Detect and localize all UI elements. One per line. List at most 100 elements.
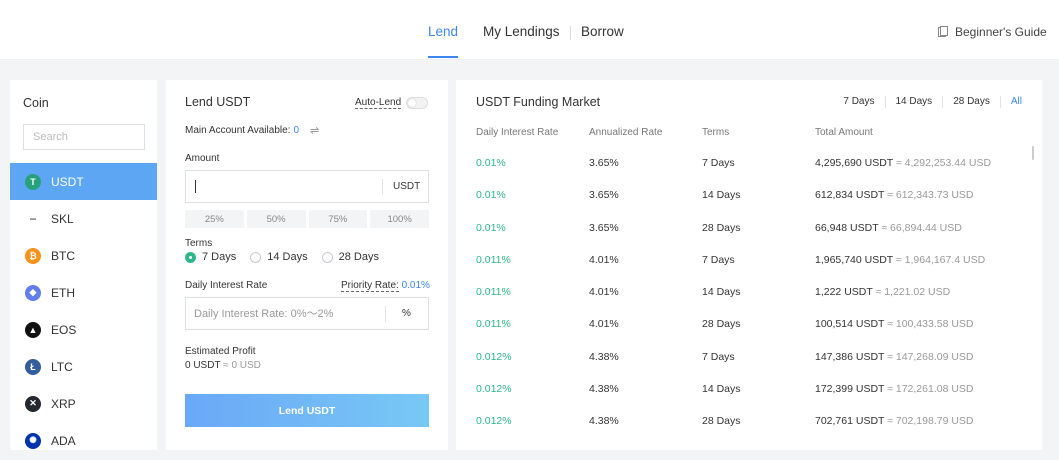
amount-usd: ≈ 4,292,253.44 USD xyxy=(895,157,992,169)
coin-item-skl[interactable]: ▬ SKL xyxy=(10,200,157,237)
estimated-profit-usd: ≈ 0 USD xyxy=(223,360,261,371)
tab-my-lendings[interactable]: My Lendings xyxy=(483,24,560,39)
column-header-daily-rate: Daily Interest Rate xyxy=(476,127,559,138)
amount-usd: ≈ 702,198.79 USD xyxy=(887,415,974,427)
divider xyxy=(385,306,386,322)
priority-rate[interactable]: Priority Rate: 0.01% xyxy=(341,280,430,292)
column-header-annualized-rate: Annualized Rate xyxy=(589,127,663,138)
column-header-total-amount: Total Amount xyxy=(815,127,873,138)
term-label: 7 Days xyxy=(202,251,237,263)
auto-lend-toggle[interactable] xyxy=(406,97,428,109)
radio-unchecked-icon xyxy=(250,251,262,263)
amount-usdt: 66,948 USDT xyxy=(815,221,879,234)
total-amount-cell: 4,295,690 USDT ≈ 4,292,253.44 USD xyxy=(815,156,991,170)
coin-item-ada[interactable]: ✺ ADA xyxy=(10,422,157,459)
coin-list: T USDT ▬ SKL ₿ BTC ◆ ETH ▲ EOS Ł LTC ✕ X… xyxy=(10,163,157,459)
total-amount-cell: 66,948 USDT ≈ 66,894.44 USD xyxy=(815,221,962,235)
coin-search-input[interactable] xyxy=(23,124,145,150)
ada-icon: ✺ xyxy=(25,432,41,449)
term-cell: 28 Days xyxy=(702,221,741,234)
estimated-profit-label: Estimated Profit xyxy=(185,346,256,357)
table-row[interactable]: 0.012% 4.38% 7 Days 147,386 USDT ≈ 147,268.… xyxy=(456,350,1042,382)
amount-unit: USDT xyxy=(393,181,421,192)
annualized-rate-cell: 3.65% xyxy=(589,189,619,202)
amount-usd: ≈ 1,221.02 USD xyxy=(875,286,951,298)
funding-market-panel: USDT Funding Market 7 Days 14 Days 28 Da… xyxy=(456,80,1042,450)
percent-75-button[interactable]: 75% xyxy=(308,210,368,228)
table-row[interactable]: 0.011% 4.01% 28 Days 100,514 USDT ≈ 100,433… xyxy=(456,317,1042,349)
amount-usdt: 1,965,740 USDT xyxy=(815,253,894,266)
table-row[interactable]: 0.01% 3.65% 28 Days 66,948 USDT ≈ 66,894.44… xyxy=(456,221,1042,253)
coin-item-eth[interactable]: ◆ ETH xyxy=(10,274,157,311)
amount-usdt: 612,834 USDT xyxy=(815,189,885,202)
total-amount-cell: 612,834 USDT ≈ 612,343.73 USD xyxy=(815,188,974,202)
table-row[interactable]: 0.01% 3.65% 14 Days 612,834 USDT ≈ 612,343.… xyxy=(456,188,1042,220)
amount-usdt: 702,761 USDT xyxy=(815,415,885,427)
coin-item-btc[interactable]: ₿ BTC xyxy=(10,237,157,274)
daily-rate-cell: 0.011% xyxy=(476,286,511,298)
table-scrollbar[interactable] xyxy=(1032,146,1034,160)
term-14-days-radio[interactable]: 14 Days xyxy=(250,251,308,263)
amount-field[interactable]: USDT xyxy=(185,170,429,203)
amount-usdt: 147,386 USDT xyxy=(815,350,885,363)
coin-item-eos[interactable]: ▲ EOS xyxy=(10,311,157,348)
daily-rate-cell: 0.01% xyxy=(476,221,506,234)
table-row[interactable]: 0.012% 4.38% 28 Days 702,761 USDT ≈ 702,198… xyxy=(456,414,1042,446)
total-amount-cell: 702,761 USDT ≈ 702,198.79 USD xyxy=(815,414,974,428)
xrp-icon: ✕ xyxy=(25,395,41,412)
auto-lend-label[interactable]: Auto-Lend xyxy=(355,97,402,109)
total-amount-cell: 172,399 USDT ≈ 172,261.08 USD xyxy=(815,382,974,396)
tab-lend[interactable]: Lend xyxy=(428,24,459,39)
daily-rate-field[interactable]: % xyxy=(185,297,429,330)
percent-50-button[interactable]: 50% xyxy=(246,210,306,228)
coin-item-xrp[interactable]: ✕ XRP xyxy=(10,385,157,422)
amount-usdt: 172,399 USDT xyxy=(815,382,885,395)
btc-icon: ₿ xyxy=(25,247,41,264)
estimated-profit-value: 0 USDT ≈ 0 USD xyxy=(185,360,261,371)
coin-item-usdt[interactable]: T USDT xyxy=(10,163,157,200)
beginners-guide-link[interactable]: Beginner's Guide xyxy=(937,25,1047,39)
coin-symbol: EOS xyxy=(51,322,77,337)
lend-title: Lend USDT xyxy=(185,95,251,109)
transfer-icon[interactable]: ⇌ xyxy=(310,125,320,137)
lend-panel: Lend USDT Auto-Lend Main Account Availab… xyxy=(166,80,448,450)
table-row[interactable]: 0.01% 3.65% 7 Days 4,295,690 USDT ≈ 4,292,2… xyxy=(456,156,1042,188)
lend-submit-button[interactable]: Lend USDT xyxy=(185,394,429,427)
filter-7-days[interactable]: 7 Days xyxy=(843,96,875,107)
percent-100-button[interactable]: 100% xyxy=(370,210,429,228)
market-title: USDT Funding Market xyxy=(476,95,601,109)
term-28-days-radio[interactable]: 28 Days xyxy=(321,251,379,263)
filter-all[interactable]: All xyxy=(999,96,1022,108)
tab-divider xyxy=(570,26,571,40)
coin-symbol: ADA xyxy=(51,433,76,448)
amount-usd: ≈ 147,268.09 USD xyxy=(887,350,974,363)
amount-usd: ≈ 612,343.73 USD xyxy=(887,189,974,202)
terms-label: Terms xyxy=(185,238,213,249)
daily-rate-cell: 0.01% xyxy=(476,157,506,169)
term-7-days-radio[interactable]: 7 Days xyxy=(185,251,236,263)
amount-usdt: 100,514 USDT xyxy=(815,318,885,331)
amount-usdt: 1,222 USDT xyxy=(815,286,873,298)
table-row[interactable]: 0.011% 4.01% 14 Days 1,222 USDT ≈ 1,221.02 … xyxy=(456,285,1042,317)
annualized-rate-cell: 4.01% xyxy=(589,253,619,266)
term-cell: 14 Days xyxy=(702,382,741,395)
guide-label: Beginner's Guide xyxy=(955,25,1047,39)
amount-input[interactable] xyxy=(194,178,374,196)
amount-usd: ≈ 66,894.44 USD xyxy=(881,221,962,234)
annualized-rate-cell: 4.01% xyxy=(589,318,619,331)
radio-unchecked-icon xyxy=(321,251,333,263)
filter-14-days[interactable]: 14 Days xyxy=(884,96,943,108)
estimated-profit-amount: 0 USDT xyxy=(185,360,221,371)
total-amount-cell: 100,514 USDT ≈ 100,433.58 USD xyxy=(815,317,974,331)
coin-item-ltc[interactable]: Ł LTC xyxy=(10,348,157,385)
tab-borrow[interactable]: Borrow xyxy=(581,24,624,39)
table-row[interactable]: 0.012% 4.38% 14 Days 172,399 USDT ≈ 172,261… xyxy=(456,382,1042,414)
filter-28-days[interactable]: 28 Days xyxy=(942,96,1000,108)
amount-usd: ≈ 172,261.08 USD xyxy=(887,382,974,395)
percent-25-button[interactable]: 25% xyxy=(185,210,244,228)
table-row[interactable]: 0.011% 4.01% 7 Days 1,965,740 USDT ≈ 1,964,… xyxy=(456,253,1042,285)
eos-icon: ▲ xyxy=(25,321,41,338)
active-tab-indicator xyxy=(428,56,458,58)
daily-rate-input[interactable] xyxy=(194,305,374,323)
top-nav: Lend My Lendings Borrow Beginner's Guide xyxy=(0,0,1059,60)
